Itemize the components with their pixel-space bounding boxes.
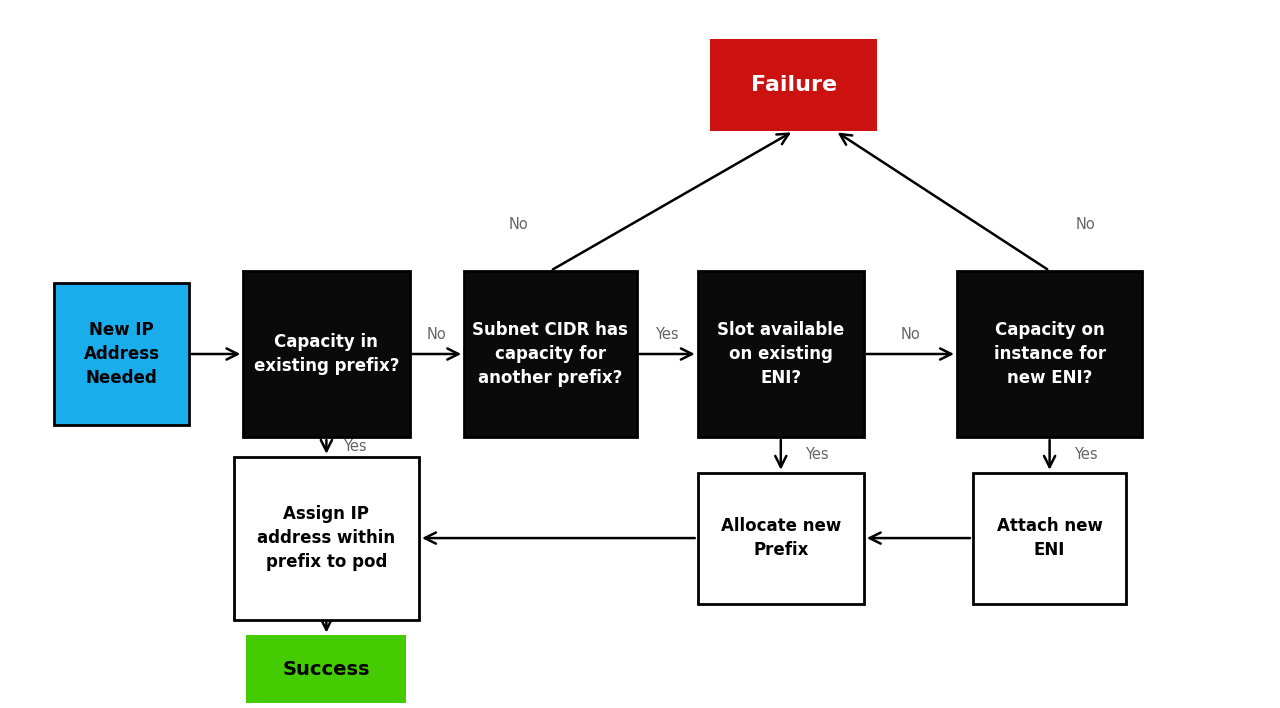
Text: Allocate new
Prefix: Allocate new Prefix bbox=[721, 517, 841, 559]
FancyBboxPatch shape bbox=[957, 271, 1142, 437]
FancyBboxPatch shape bbox=[698, 473, 864, 603]
Text: Capacity in
existing prefix?: Capacity in existing prefix? bbox=[253, 333, 399, 375]
Text: Yes: Yes bbox=[805, 447, 828, 462]
FancyBboxPatch shape bbox=[243, 271, 410, 437]
FancyBboxPatch shape bbox=[55, 283, 189, 425]
FancyBboxPatch shape bbox=[698, 271, 864, 437]
Text: No: No bbox=[508, 217, 529, 232]
Text: New IP
Address
Needed: New IP Address Needed bbox=[83, 321, 160, 387]
Text: Success: Success bbox=[283, 660, 370, 678]
Text: Attach new
ENI: Attach new ENI bbox=[997, 517, 1102, 559]
Text: Assign IP
address within
prefix to pod: Assign IP address within prefix to pod bbox=[257, 505, 396, 571]
FancyBboxPatch shape bbox=[973, 473, 1126, 603]
Text: Yes: Yes bbox=[1074, 447, 1097, 462]
Text: Failure: Failure bbox=[750, 75, 837, 95]
Text: No: No bbox=[1075, 217, 1096, 232]
Text: No: No bbox=[901, 326, 920, 342]
Text: Capacity on
instance for
new ENI?: Capacity on instance for new ENI? bbox=[993, 321, 1106, 387]
FancyBboxPatch shape bbox=[233, 457, 420, 620]
Text: No: No bbox=[428, 326, 447, 342]
Text: Subnet CIDR has
capacity for
another prefix?: Subnet CIDR has capacity for another pre… bbox=[472, 321, 628, 387]
FancyBboxPatch shape bbox=[465, 271, 637, 437]
Text: Yes: Yes bbox=[343, 440, 366, 455]
FancyBboxPatch shape bbox=[246, 636, 407, 702]
Text: Slot available
on existing
ENI?: Slot available on existing ENI? bbox=[717, 321, 845, 387]
FancyBboxPatch shape bbox=[710, 39, 877, 131]
Text: Yes: Yes bbox=[655, 326, 678, 342]
